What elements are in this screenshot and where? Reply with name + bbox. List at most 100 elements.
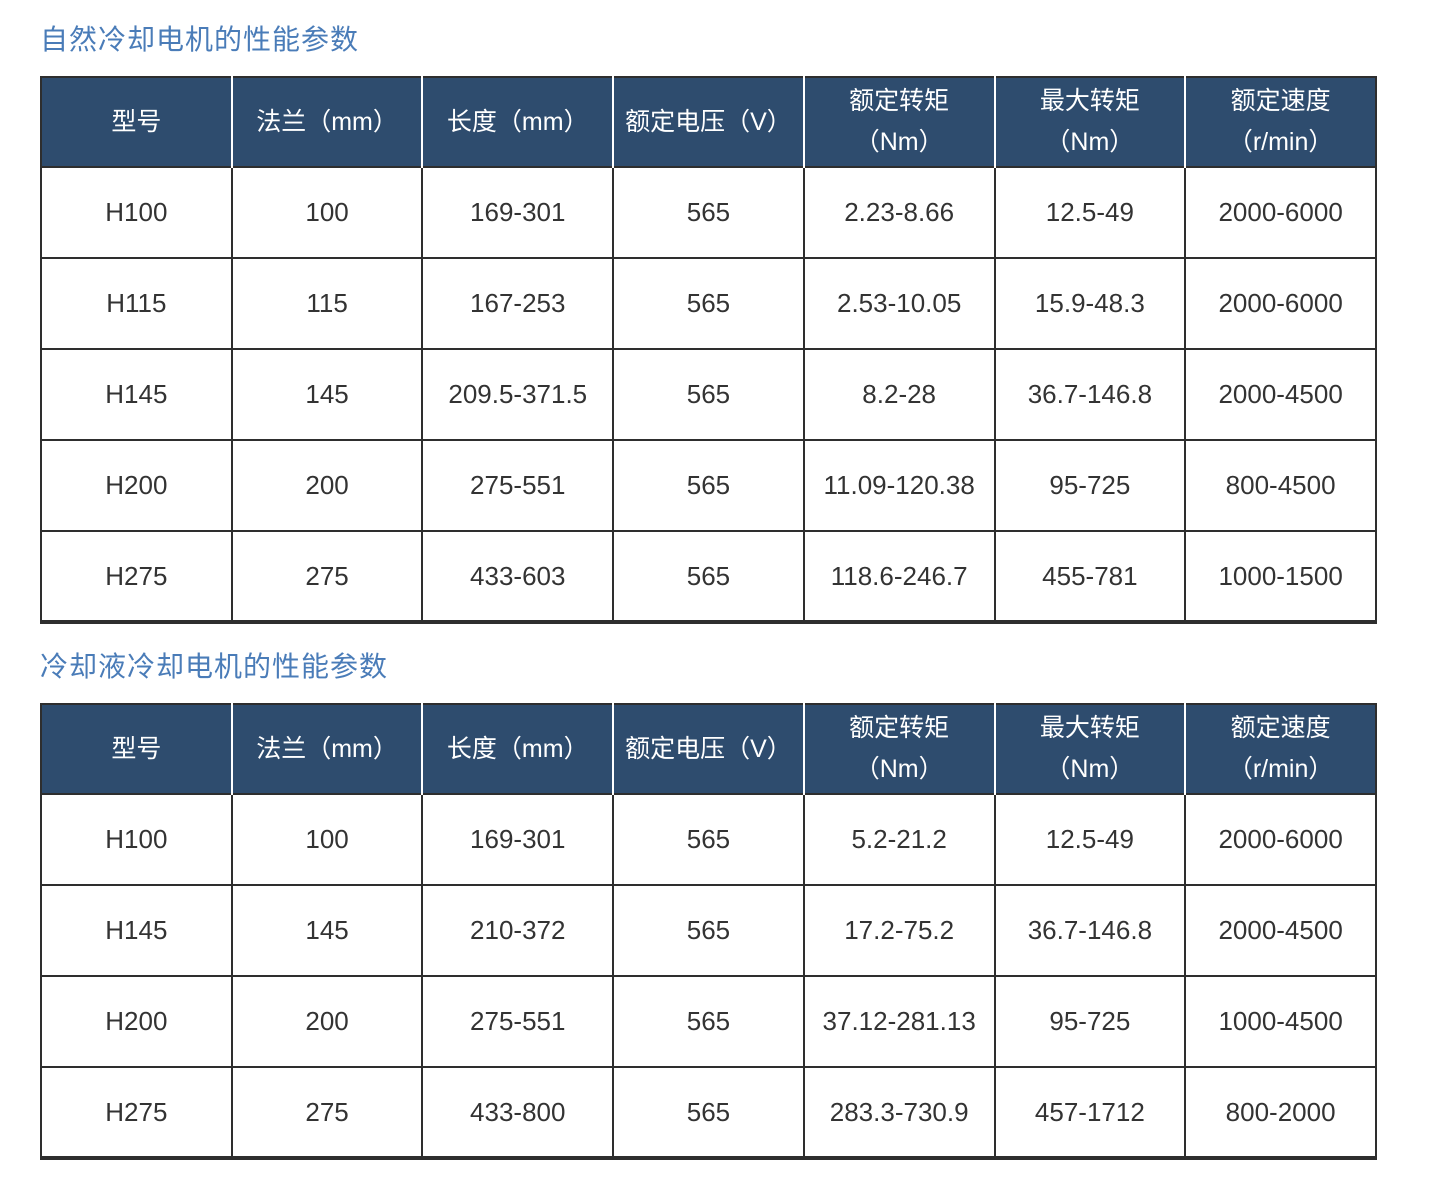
table-cell: 167-253 [421,257,615,351]
table-cell: 275 [230,530,424,624]
table-cell: 2000-4500 [1184,348,1377,442]
table-row: H200 200 275-551 565 11.09-120.38 95-725 800-4… [40,439,1377,533]
table-cell: H100 [40,166,233,260]
table-cell: 2.23-8.66 [802,166,996,260]
table-cell: 169-301 [421,166,615,260]
table-cell: 565 [612,348,805,442]
natural-cooling-spec-table: 型号 法兰（mm） 长度（mm） 额定电压（V） 额定转矩 （Nm） 最大转矩 （Nm） 额定速… [40,76,1377,625]
column-header: 型号 [41,704,232,795]
table-cell: 2000-6000 [1184,166,1377,260]
column-header-label: 法兰（mm） [256,734,398,763]
table-cell: 169-301 [421,793,615,887]
table-cell: 15.9-48.3 [993,257,1187,351]
coolant-cooling-section: 冷却液冷却电机的性能参数 型号 法兰（mm） 长度（mm） 额定电压（V） 额定转矩 （N… [40,651,1432,1161]
column-header: 型号 [41,77,232,168]
table-cell: 8.2-28 [802,348,996,442]
table-cell: 2.53-10.05 [802,257,996,351]
table-cell: H145 [40,884,233,978]
table-cell: 565 [612,975,805,1069]
column-header-label: 最大转矩 （Nm） [1039,714,1140,784]
table-cell: 2000-6000 [1184,793,1377,887]
table-cell: 433-603 [421,530,615,624]
table-cell: 275-551 [421,975,615,1069]
table-row: H200 200 275-551 565 37.12-281.13 95-725 1000-… [40,975,1377,1069]
natural-cooling-section: 自然冷却电机的性能参数 型号 法兰（mm） 长度（mm） 额定电压（V） 额定转矩 （Nm… [40,24,1432,625]
table-cell: 275-551 [421,439,615,533]
table-cell: H100 [40,793,233,887]
table-cell: H200 [40,439,233,533]
column-header-label: 额定电压（V） [625,734,792,763]
table-cell: 115 [230,257,424,351]
column-header-label: 额定电压（V） [625,107,792,136]
table-cell: H275 [40,1066,233,1160]
coolant-cooling-section-title: 冷却液冷却电机的性能参数 [40,651,389,683]
table-body-row-group: H100 100 169-301 565 2.23-8.66 12.5-49 2000-60… [40,166,1377,624]
table-cell: 275 [230,1066,424,1160]
table-body-row-group: H100 100 169-301 565 5.2-21.2 12.5-49 2000-600… [40,793,1377,1160]
table-cell: 800-4500 [1184,439,1377,533]
table-cell: 118.6-246.7 [802,530,996,624]
column-header: 额定转矩 （Nm） [802,77,995,168]
table-row: H145 145 209.5-371.5 565 8.2-28 36.7-146.8 200… [40,348,1377,442]
table-cell: 565 [612,530,805,624]
column-header-label: 额定转矩 （Nm） [849,714,950,784]
table-cell: H115 [40,257,233,351]
table-cell: 565 [612,439,805,533]
table-row: H100 100 169-301 565 2.23-8.66 12.5-49 2000-60… [40,166,1377,260]
column-header-label: 型号 [111,107,162,136]
table-cell: 36.7-146.8 [993,348,1187,442]
table-cell: 565 [612,1066,805,1160]
table-row: H275 275 433-800 565 283.3-730.9 457-1712 800-… [40,1066,1377,1160]
table-cell: 565 [612,884,805,978]
table-cell: 565 [612,793,805,887]
coolant-cooling-spec-table: 型号 法兰（mm） 长度（mm） 额定电压（V） 额定转矩 （Nm） 最大转矩 （Nm） 额定速… [40,703,1377,1161]
table-cell: 36.7-146.8 [993,884,1187,978]
spec-page: 自然冷却电机的性能参数 型号 法兰（mm） 长度（mm） 额定电压（V） 额定转矩 （Nm… [40,24,1432,1161]
table-cell: 210-372 [421,884,615,978]
table-row: H275 275 433-603 565 118.6-246.7 455-781 1000-… [40,530,1377,624]
column-header-label: 额定速度 （r/min） [1227,714,1334,784]
column-header-label: 额定速度 （r/min） [1227,87,1334,157]
natural-cooling-section-title: 自然冷却电机的性能参数 [40,24,360,55]
table-cell: H275 [40,530,233,624]
column-header-label: 额定转矩 （Nm） [849,87,950,157]
table-cell: 145 [230,884,424,978]
table-cell: 12.5-49 [993,166,1187,260]
table-header-row-group: 型号 法兰（mm） 长度（mm） 额定电压（V） 额定转矩 （Nm） 最大转矩 （Nm） 额定速… [41,77,1376,168]
header-row: 型号 法兰（mm） 长度（mm） 额定电压（V） 额定转矩 （Nm） 最大转矩 （Nm） 额定速… [41,77,1376,168]
header-row: 型号 法兰（mm） 长度（mm） 额定电压（V） 额定转矩 （Nm） 最大转矩 （Nm） 额定速… [41,704,1376,795]
column-header-label: 长度（mm） [446,734,589,763]
column-header: 额定电压（V） [612,77,804,168]
table-row: H145 145 210-372 565 17.2-75.2 36.7-146.8 2000… [40,884,1377,978]
column-header: 长度（mm） [421,77,614,168]
table-cell: 455-781 [993,530,1187,624]
table-cell: 2000-6000 [1184,257,1377,351]
table-row: H100 100 169-301 565 5.2-21.2 12.5-49 2000-600… [40,793,1377,887]
table-cell: 2000-4500 [1184,884,1377,978]
table-cell: 11.09-120.38 [802,439,996,533]
column-header: 额定电压（V） [612,704,804,795]
table-cell: 565 [612,166,805,260]
table-row: H115 115 167-253 565 2.53-10.05 15.9-48.3 2000… [40,257,1377,351]
column-header: 最大转矩 （Nm） [993,704,1186,795]
column-header: 额定速度 （r/min） [1184,704,1376,795]
table-cell: 1000-1500 [1184,530,1377,624]
table-cell: 12.5-49 [993,793,1187,887]
column-header-label: 法兰（mm） [256,107,398,136]
table-cell: H145 [40,348,233,442]
table-cell: 800-2000 [1184,1066,1377,1160]
column-header: 长度（mm） [421,704,614,795]
table-cell: 433-800 [421,1066,615,1160]
column-header: 额定速度 （r/min） [1184,77,1376,168]
column-header-label: 型号 [111,734,162,763]
column-header: 法兰（mm） [230,704,423,795]
table-cell: 100 [230,166,424,260]
column-header: 额定转矩 （Nm） [802,704,995,795]
column-header: 法兰（mm） [230,77,423,168]
table-cell: 283.3-730.9 [802,1066,996,1160]
table-cell: 37.12-281.13 [802,975,996,1069]
table-cell: 100 [230,793,424,887]
table-cell: 209.5-371.5 [421,348,615,442]
table-cell: 200 [230,975,424,1069]
column-header: 最大转矩 （Nm） [993,77,1186,168]
